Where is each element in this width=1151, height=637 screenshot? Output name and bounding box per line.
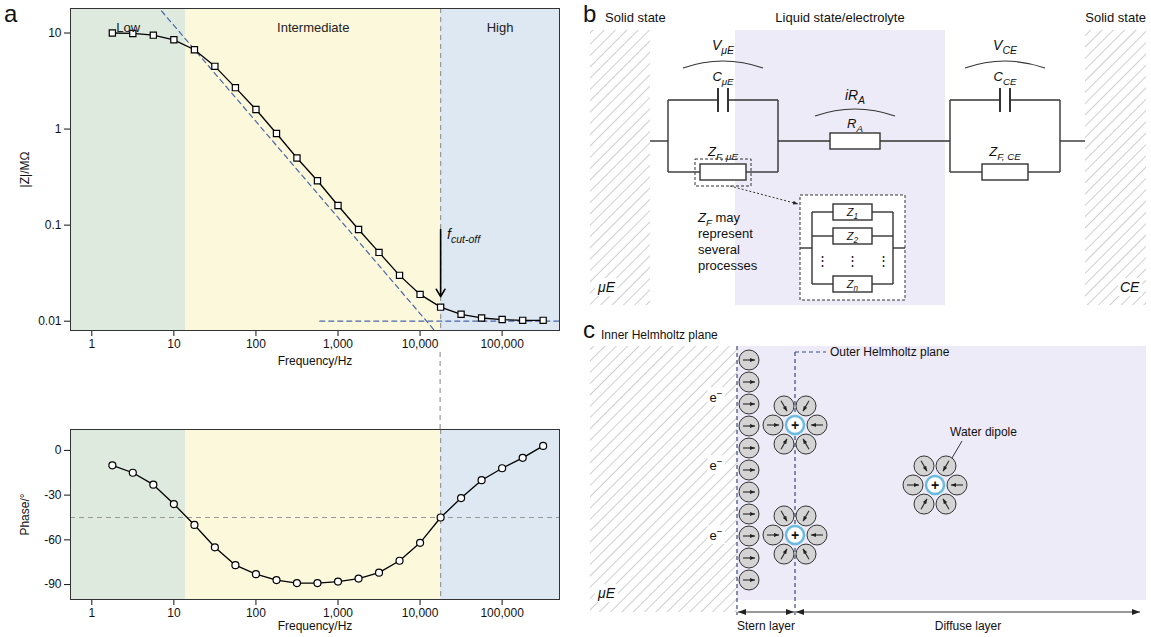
svg-text:10: 10 bbox=[167, 337, 181, 351]
svg-text:Inner Helmholtz plane: Inner Helmholtz plane bbox=[601, 328, 718, 342]
svg-text:Low: Low bbox=[116, 20, 140, 35]
svg-text:Outer Helmholtz plane: Outer Helmholtz plane bbox=[830, 345, 950, 359]
svg-text:100,000: 100,000 bbox=[480, 337, 524, 351]
svg-text:Z1: Z1 bbox=[846, 206, 858, 221]
svg-text:High: High bbox=[487, 20, 514, 35]
svg-text:1,000: 1,000 bbox=[323, 337, 353, 351]
svg-text:1: 1 bbox=[55, 122, 62, 136]
svg-text:CE: CE bbox=[1120, 279, 1140, 295]
svg-text:1,000: 1,000 bbox=[323, 606, 353, 620]
svg-text:Z2: Z2 bbox=[846, 230, 859, 245]
svg-text:e−: e− bbox=[710, 526, 723, 543]
svg-text:+: + bbox=[791, 527, 799, 543]
svg-text:⋮: ⋮ bbox=[816, 253, 829, 268]
svg-text:0.1: 0.1 bbox=[45, 218, 62, 232]
svg-text:+: + bbox=[791, 417, 799, 433]
svg-text:⋮: ⋮ bbox=[846, 253, 859, 268]
svg-text:-60: -60 bbox=[44, 533, 62, 547]
svg-text:|Z|/MΩ: |Z|/MΩ bbox=[18, 152, 32, 188]
svg-text:Diffuse layer: Diffuse layer bbox=[935, 619, 1001, 633]
svg-text:c: c bbox=[583, 316, 595, 343]
svg-text:Zn: Zn bbox=[846, 278, 859, 293]
svg-text:100,000: 100,000 bbox=[480, 606, 524, 620]
svg-text:10,000: 10,000 bbox=[402, 606, 439, 620]
svg-text:ZF, μE: ZF, μE bbox=[707, 144, 738, 162]
svg-text:iRA: iRA bbox=[845, 87, 865, 106]
svg-text:10: 10 bbox=[167, 606, 181, 620]
svg-text:a: a bbox=[4, 0, 18, 27]
svg-text:0: 0 bbox=[55, 443, 62, 457]
svg-text:+: + bbox=[931, 477, 939, 493]
svg-text:b: b bbox=[583, 0, 596, 27]
svg-text:e−: e− bbox=[710, 388, 723, 405]
svg-text:CμE: CμE bbox=[712, 69, 734, 87]
svg-text:Solid state: Solid state bbox=[605, 10, 666, 25]
svg-text:-30: -30 bbox=[44, 488, 62, 502]
svg-text:⋮: ⋮ bbox=[877, 253, 890, 268]
svg-text:Water dipole: Water dipole bbox=[950, 425, 1017, 439]
svg-text:VμE: VμE bbox=[712, 37, 735, 56]
svg-text:processes: processes bbox=[698, 258, 758, 273]
svg-text:fcut-off: fcut-off bbox=[447, 226, 481, 245]
svg-text:-90: -90 bbox=[44, 577, 62, 591]
svg-text:e−: e− bbox=[710, 456, 723, 473]
svg-text:VCE: VCE bbox=[993, 37, 1018, 56]
svg-text:100: 100 bbox=[246, 337, 266, 351]
svg-text:Solid state: Solid state bbox=[1085, 10, 1146, 25]
svg-text:represent: represent bbox=[698, 226, 753, 241]
svg-text:0.01: 0.01 bbox=[38, 314, 62, 328]
svg-text:100: 100 bbox=[246, 606, 266, 620]
svg-text:ZF may: ZF may bbox=[697, 210, 741, 228]
svg-text:Stern layer: Stern layer bbox=[737, 619, 795, 633]
svg-text:μE: μE bbox=[597, 585, 616, 601]
svg-text:10: 10 bbox=[48, 26, 62, 40]
svg-text:several: several bbox=[698, 242, 740, 257]
svg-text:CCE: CCE bbox=[994, 69, 1017, 87]
svg-text:1: 1 bbox=[88, 337, 95, 351]
svg-text:ZF, CE: ZF, CE bbox=[988, 144, 1021, 162]
svg-text:Liquid state/electrolyte: Liquid state/electrolyte bbox=[775, 10, 904, 25]
svg-text:μE: μE bbox=[597, 279, 616, 295]
svg-text:10,000: 10,000 bbox=[402, 337, 439, 351]
svg-text:Phase/°: Phase/° bbox=[18, 493, 32, 535]
svg-text:Intermediate: Intermediate bbox=[277, 20, 349, 35]
svg-text:Frequency/Hz: Frequency/Hz bbox=[278, 354, 353, 368]
svg-text:Frequency/Hz: Frequency/Hz bbox=[278, 619, 353, 633]
svg-text:RA: RA bbox=[847, 116, 863, 134]
svg-text:1: 1 bbox=[88, 606, 95, 620]
